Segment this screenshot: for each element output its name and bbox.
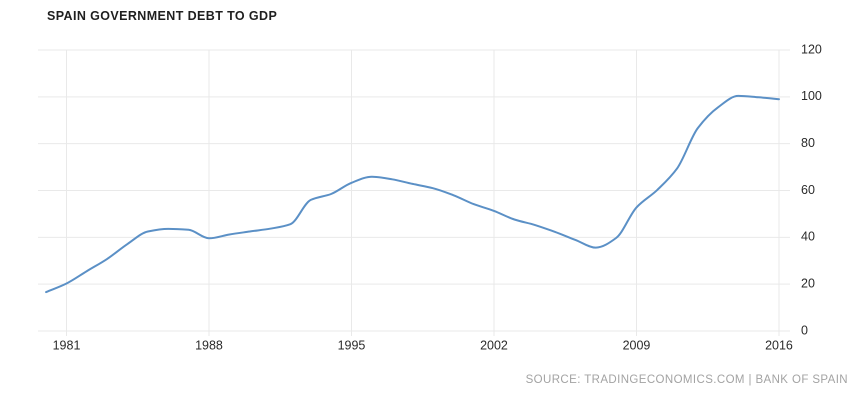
y-axis-label: 60: [801, 183, 815, 197]
x-axis-label: 2016: [765, 338, 793, 352]
y-axis-label: 120: [801, 42, 822, 56]
x-axis-label: 1995: [338, 338, 366, 352]
y-axis-label: 0: [801, 323, 808, 337]
x-axis-label: 1988: [195, 338, 223, 352]
x-axis-label: 2002: [480, 338, 508, 352]
source-attribution: SOURCE: TRADINGECONOMICS.COM | BANK OF S…: [525, 374, 848, 386]
y-axis-label: 100: [801, 89, 822, 103]
y-axis-label: 80: [801, 136, 815, 150]
debt-to-gdp-series-line[interactable]: [45, 94, 780, 294]
x-axis-label: 2009: [623, 338, 651, 352]
chart-title: SPAIN GOVERNMENT DEBT TO GDP: [47, 9, 278, 23]
x-axis-label: 1981: [53, 338, 81, 352]
y-axis-label: 40: [801, 230, 815, 244]
y-axis-label: 20: [801, 276, 815, 290]
